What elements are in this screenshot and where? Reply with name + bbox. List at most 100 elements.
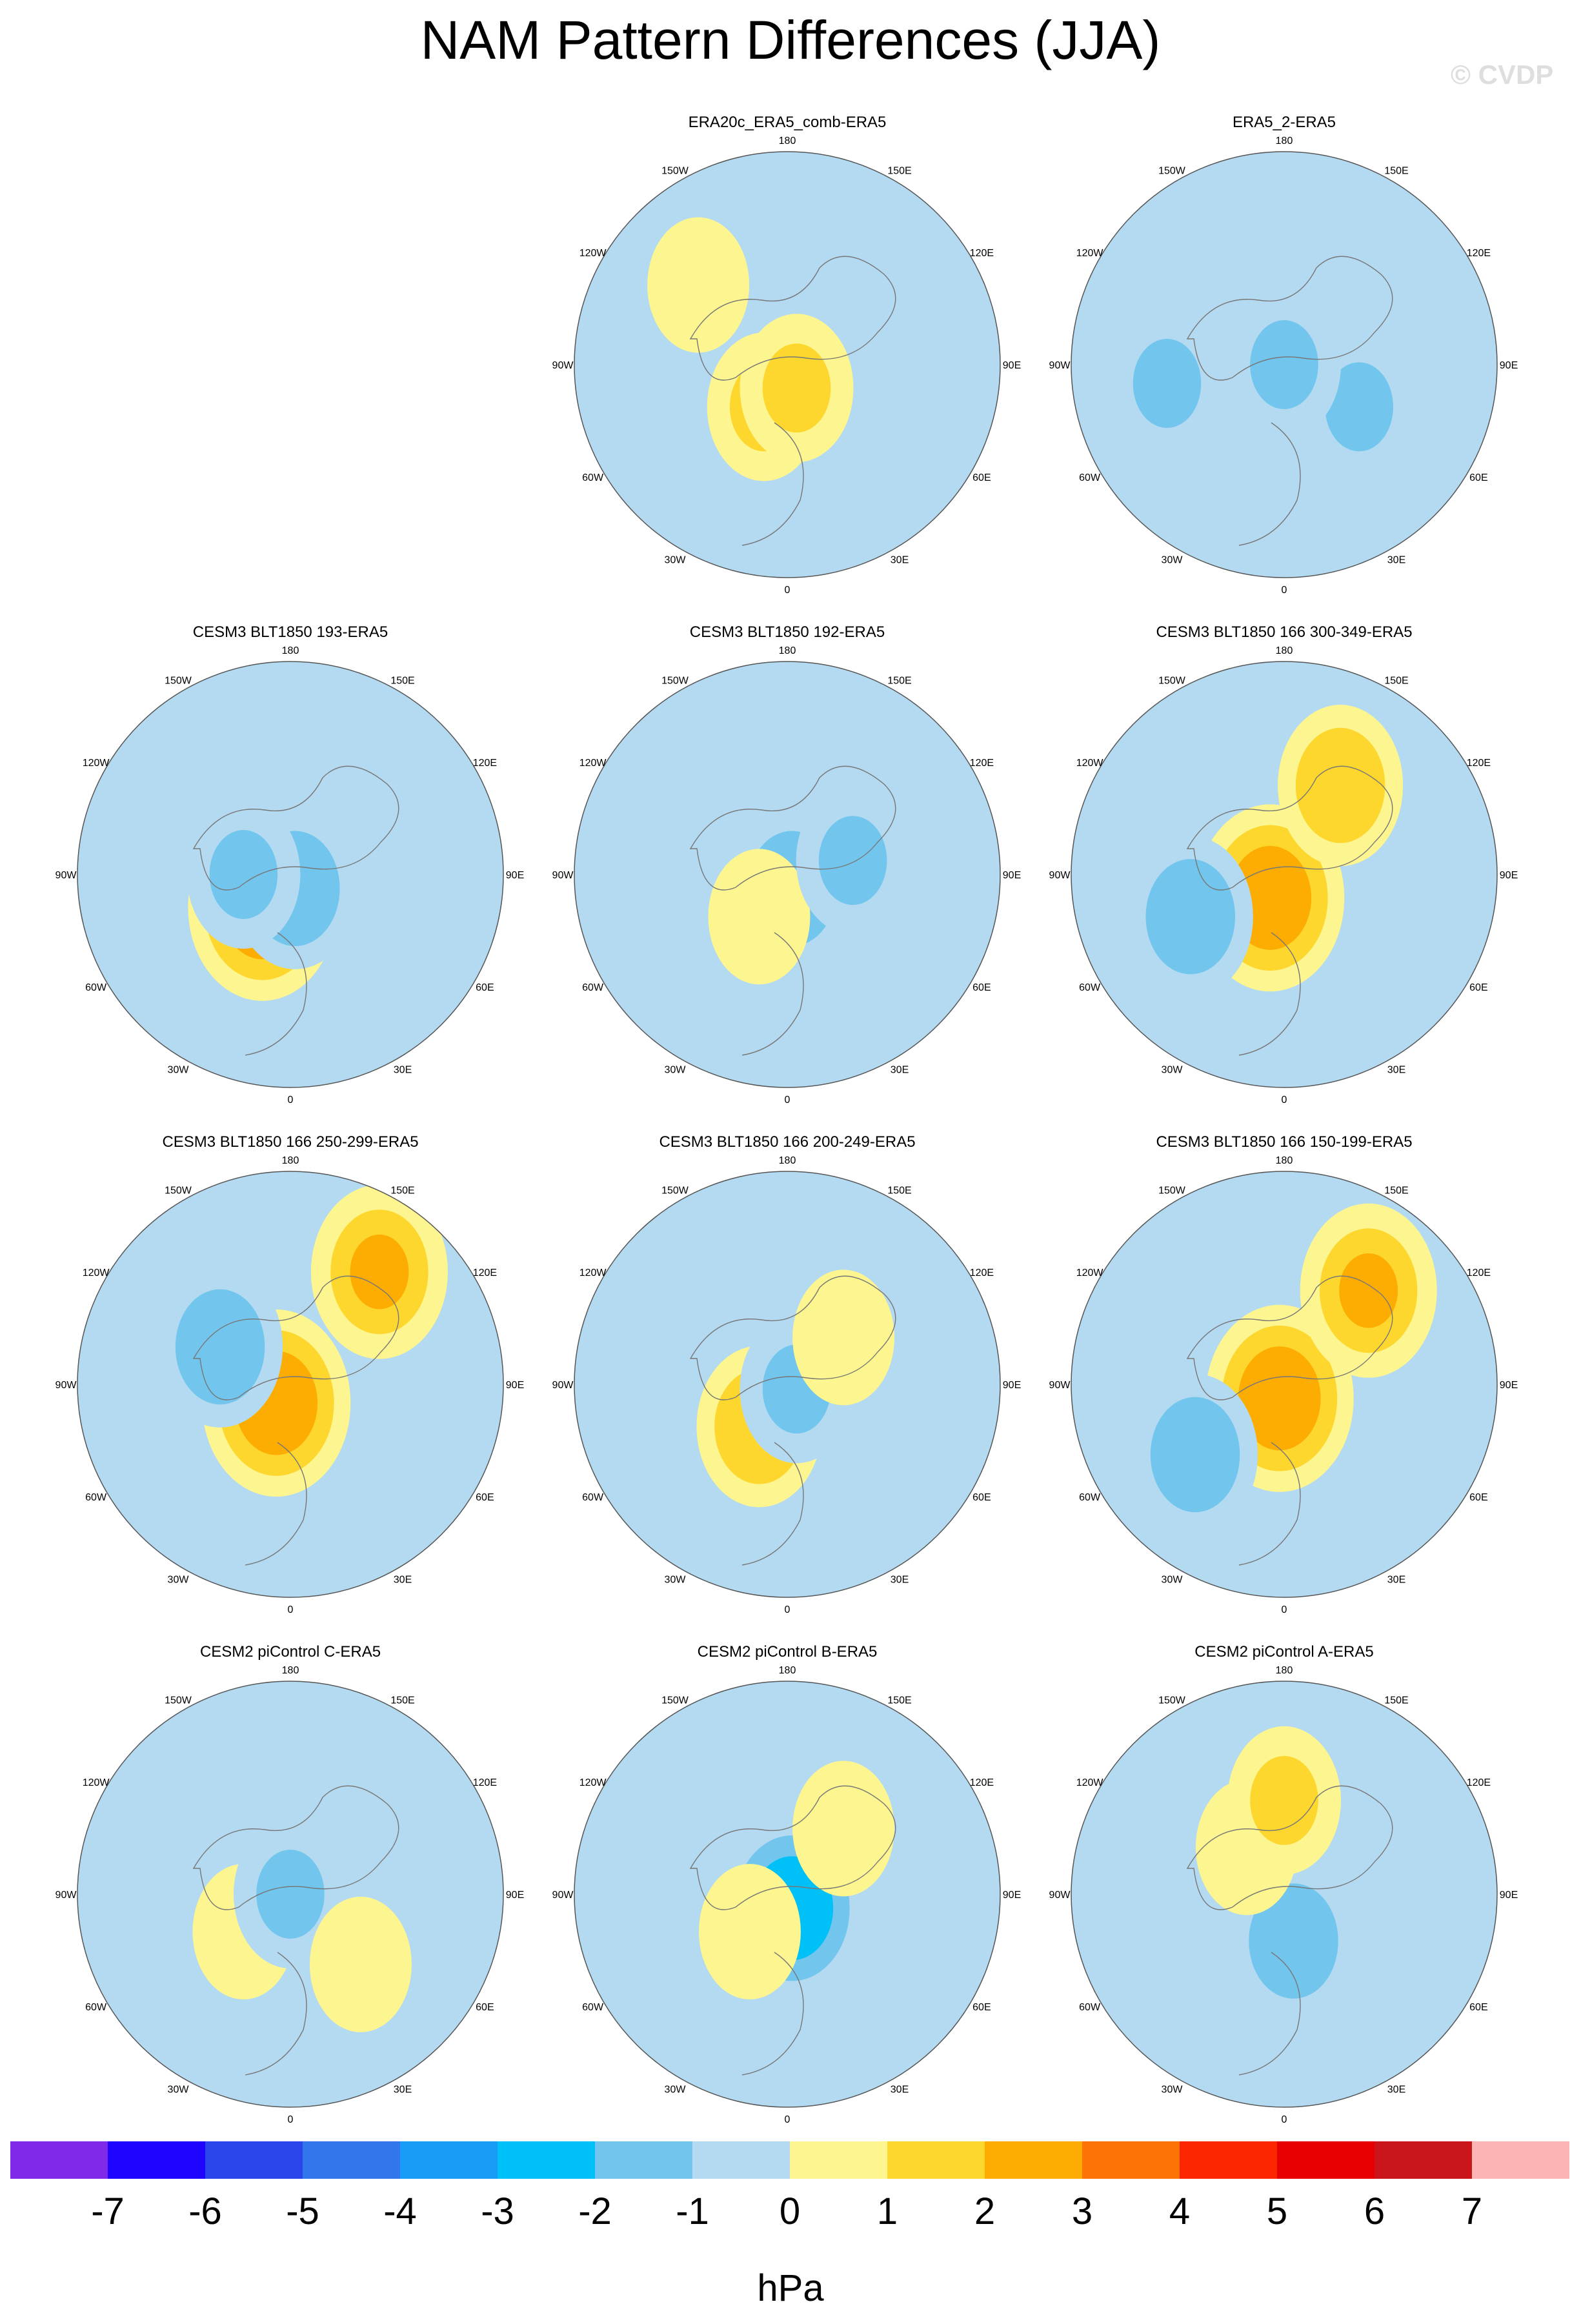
- longitude-label: 150W: [1158, 676, 1186, 687]
- longitude-label: 60W: [1079, 472, 1101, 483]
- map-panel: CESM3 BLT1850 193-ERA5 180 150E 120E 90E 60E…: [52, 623, 529, 1127]
- longitude-label: 150E: [1384, 1186, 1408, 1197]
- panel-title: CESM3 BLT1850 193-ERA5: [192, 623, 388, 641]
- longitude-label: 90W: [552, 360, 574, 371]
- longitude-label: 150E: [1384, 676, 1408, 687]
- anomaly-contour: [1249, 1883, 1338, 1999]
- longitude-label: 120E: [970, 1268, 994, 1278]
- colorbar-tick-label: -4: [383, 2190, 417, 2232]
- colorbar-tick-label: -1: [676, 2190, 709, 2232]
- anomaly-contour: [1250, 1755, 1318, 1845]
- longitude-label: 120W: [579, 1268, 607, 1278]
- longitude-label: 60W: [582, 1492, 604, 1503]
- longitude-label: 120E: [1467, 1268, 1491, 1278]
- colorbar-swatch: [1375, 2141, 1472, 2179]
- colorbar-swatch: [205, 2141, 303, 2179]
- longitude-label: 30E: [1387, 2084, 1405, 2095]
- map-panel: CESM2 piControl B-ERA5 180 150E 120E 90E 60E…: [549, 1643, 1026, 2147]
- longitude-label: 120W: [579, 758, 607, 769]
- longitude-label: 180: [1276, 1665, 1293, 1676]
- map-border: [1071, 661, 1498, 1088]
- longitude-label: 30E: [891, 554, 909, 565]
- longitude-label: 120E: [473, 1777, 497, 1788]
- longitude-label: 120E: [1467, 1777, 1491, 1788]
- anomaly-contour: [1325, 362, 1393, 452]
- anomaly-contour: [1250, 320, 1318, 409]
- polar-map: 180 150E 120E 90E 60E 30E 0 30W 60W 90W 120W 150W: [1049, 1155, 1518, 1615]
- anomaly-contour: [792, 1761, 895, 1897]
- longitude-label: 120E: [1467, 248, 1491, 259]
- colorbar-swatch: [1472, 2141, 1569, 2179]
- coastline: [741, 932, 804, 1056]
- colorbar-tick-label: 1: [877, 2190, 898, 2232]
- longitude-label: 0: [288, 1095, 294, 1106]
- anomaly-contour: [762, 343, 831, 433]
- longitude-label: 60W: [582, 982, 604, 993]
- map-border: [574, 1681, 1001, 2108]
- longitude-label: 60E: [1469, 982, 1487, 993]
- longitude-label: 60E: [476, 1492, 494, 1503]
- colorbar-swatch: [10, 2141, 108, 2179]
- longitude-label: 180: [1276, 136, 1293, 147]
- longitude-label: 90E: [506, 1380, 524, 1391]
- colorbar-tick-label: -5: [286, 2190, 319, 2232]
- longitude-label: 90E: [1500, 1890, 1518, 1901]
- figure-title: NAM Pattern Differences (JJA): [420, 10, 1161, 70]
- colorbar-swatch: [303, 2141, 400, 2179]
- longitude-label: 180: [282, 1155, 299, 1166]
- coastline: [689, 765, 896, 891]
- longitude-label: 0: [1282, 1095, 1287, 1106]
- longitude-label: 30W: [1162, 2084, 1183, 2095]
- polar-map: 180 150E 120E 90E 60E 30E 0 30W 60W 90W 120W 150W: [55, 1665, 525, 2125]
- longitude-label: 0: [785, 585, 790, 596]
- panel-title: CESM3 BLT1850 166 250-299-ERA5: [162, 1133, 419, 1151]
- colorbar-unit-label: hPa: [757, 2267, 824, 2309]
- longitude-label: 180: [779, 1665, 796, 1676]
- longitude-label: 30W: [168, 2084, 190, 2095]
- anomaly-contour: [1145, 859, 1236, 975]
- anomaly-contour: [175, 1289, 265, 1405]
- anomaly-contour: [256, 1850, 325, 1939]
- longitude-label: 120W: [83, 758, 110, 769]
- longitude-label: 0: [288, 2114, 294, 2125]
- longitude-label: 120E: [970, 1777, 994, 1788]
- map-panel: ERA5_2-ERA5 180 150E 120E 90E 60E 30E 0 30W 60W 9…: [1045, 114, 1523, 617]
- colorbar-swatch: [985, 2141, 1082, 2179]
- panel-title: CESM2 piControl A-ERA5: [1194, 1643, 1374, 1661]
- longitude-label: 90E: [1500, 1380, 1518, 1391]
- map-border: [574, 1171, 1001, 1598]
- longitude-label: 90W: [1049, 360, 1071, 371]
- anomaly-contour: [647, 217, 750, 353]
- longitude-label: 90E: [1003, 1890, 1021, 1901]
- longitude-label: 150E: [390, 676, 414, 687]
- longitude-label: 150W: [661, 1695, 689, 1706]
- longitude-label: 120E: [473, 1268, 497, 1278]
- longitude-label: 90W: [552, 1890, 574, 1901]
- panel-title: CESM3 BLT1850 192-ERA5: [689, 623, 885, 641]
- longitude-label: 60W: [1079, 982, 1101, 993]
- longitude-label: 0: [785, 1095, 790, 1106]
- longitude-label: 150W: [1158, 166, 1186, 177]
- longitude-label: 120W: [1076, 1268, 1104, 1278]
- longitude-label: 90E: [1003, 870, 1021, 881]
- coastline: [1238, 932, 1301, 1056]
- anomaly-contour: [792, 1269, 895, 1406]
- coastline: [1238, 422, 1301, 546]
- longitude-label: 60E: [1469, 472, 1487, 483]
- colorbar-tick-label: 0: [780, 2190, 800, 2232]
- coastline: [1238, 1952, 1301, 2076]
- longitude-label: 120W: [1076, 1777, 1104, 1788]
- longitude-label: 0: [1282, 2114, 1287, 2125]
- coastline: [192, 1785, 399, 1910]
- longitude-label: 150E: [1384, 1695, 1408, 1706]
- longitude-label: 30E: [1387, 554, 1405, 565]
- coastline: [1186, 1785, 1393, 1910]
- colorbar-swatch: [887, 2141, 985, 2179]
- polar-map: 180 150E 120E 90E 60E 30E 0 30W 60W 90W 120W 150W: [55, 645, 525, 1106]
- longitude-label: 150E: [390, 1186, 414, 1197]
- longitude-label: 180: [779, 1155, 796, 1166]
- longitude-label: 150W: [1158, 1695, 1186, 1706]
- longitude-label: 120W: [1076, 758, 1104, 769]
- longitude-label: 60W: [85, 982, 107, 993]
- map-border: [1071, 151, 1498, 578]
